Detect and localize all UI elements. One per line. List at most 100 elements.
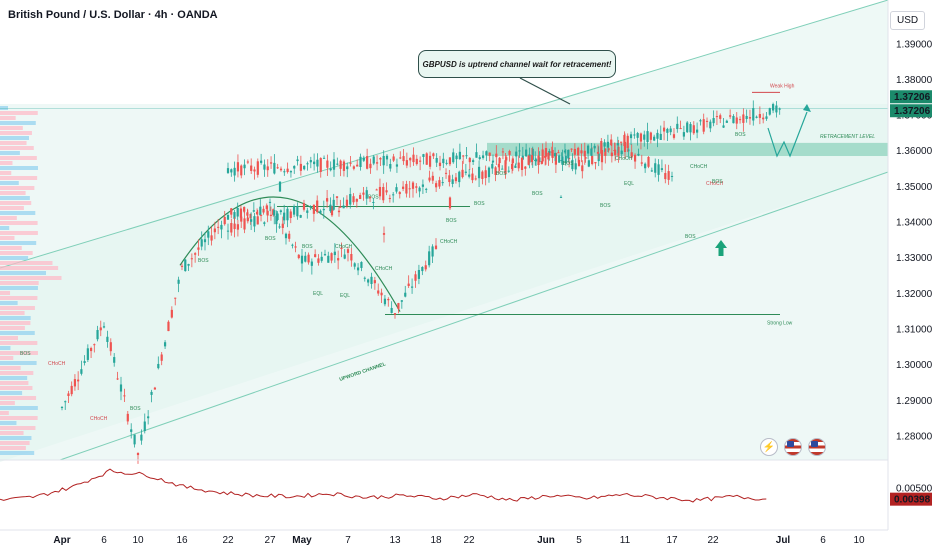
candle-body [709,121,712,129]
candle-body [102,326,106,328]
candle-body [477,166,481,179]
candle-body [435,183,438,188]
volume-profile-bar [0,216,17,220]
candle-body [89,347,93,352]
us-flag-icon[interactable] [808,438,826,456]
structure-label: EQL [340,293,350,299]
candle-body [210,235,213,241]
volume-profile-bar [0,131,32,135]
candle-body [485,151,488,156]
candle-body [243,207,246,212]
candle-body [410,286,414,288]
candle-body [83,361,86,363]
candle-body [382,155,385,166]
candle-body [524,166,527,169]
candle-body [620,141,623,143]
candle-body [454,177,458,182]
candle-body [337,210,341,213]
volume-profile-bar [0,421,17,425]
candle-body [339,160,342,169]
candle-body [409,157,412,161]
candle-body [629,134,633,139]
lightning-icon[interactable]: ⚡ [760,438,778,456]
candle-body [696,129,699,133]
candle-body [762,117,765,120]
candle-body [246,212,249,216]
volume-profile-bar [0,206,24,210]
candle-body [633,134,636,136]
candle-body [253,216,256,227]
price-tick-label: 1.36000 [896,146,932,157]
volume-profile-bar [0,266,59,270]
candle-body [646,131,649,142]
candle-body [372,201,375,203]
candle-body [356,267,360,271]
volume-profile-bar [0,351,38,355]
candle-body [339,206,342,208]
us-flag-icon[interactable] [784,438,802,456]
candle-body [170,309,173,318]
volume-profile-bar [0,181,19,185]
candle-body [343,254,346,259]
candle-body [547,152,550,160]
candle-body [302,203,306,210]
structure-label: BOS [130,406,141,412]
structure-label: BOS [265,236,276,242]
candle-body [226,230,230,232]
candle-body [93,344,96,346]
candle-body [327,255,330,263]
candle-body [236,162,240,172]
candle-body [775,105,778,113]
candle-body [768,108,771,115]
candle-body [732,115,735,124]
candle-body [180,265,184,267]
candle-body [412,154,415,163]
candle-body [266,210,269,216]
candle-body [309,160,312,163]
volume-profile-bar [0,411,9,415]
candle-body [560,159,563,161]
candle-body [682,132,685,137]
candle-body [649,132,652,140]
candle-body [332,159,336,170]
candle-body [136,452,140,456]
candle-body [451,179,454,184]
structure-label: BOS [198,258,209,264]
candle-body [323,254,327,256]
candle-body [190,258,193,260]
candle-body [586,145,590,154]
candle-body [147,416,150,419]
volume-profile-bar [0,431,24,435]
candle-body [320,256,323,261]
candle-body [296,206,299,217]
channel-fill [0,0,888,462]
candle-body [292,206,296,215]
candle-body [491,164,494,169]
candle-body [299,215,302,218]
candle-body [600,149,604,163]
candle-body [689,124,692,133]
retracement-zone [487,142,888,157]
candle-body [664,173,667,180]
candle-body [637,153,640,156]
bos-label: BOS [368,194,379,200]
candle-body [96,330,99,340]
candle-body [352,166,355,169]
candle-body [130,429,133,432]
structure-label: BOS [302,244,313,250]
time-tick-label: 16 [176,535,188,546]
volume-profile-bar [0,301,18,305]
currency-button[interactable]: USD [890,11,926,30]
candle-body [461,169,464,178]
candle-body [752,108,755,121]
candle-body [203,239,207,243]
candle-body [326,160,329,168]
candle-body [250,165,253,171]
candle-body [284,233,288,239]
candle-body [458,171,461,183]
candle-body [702,119,705,132]
candle-body [405,183,408,194]
candle-body [686,122,689,133]
candle-body [551,149,554,158]
